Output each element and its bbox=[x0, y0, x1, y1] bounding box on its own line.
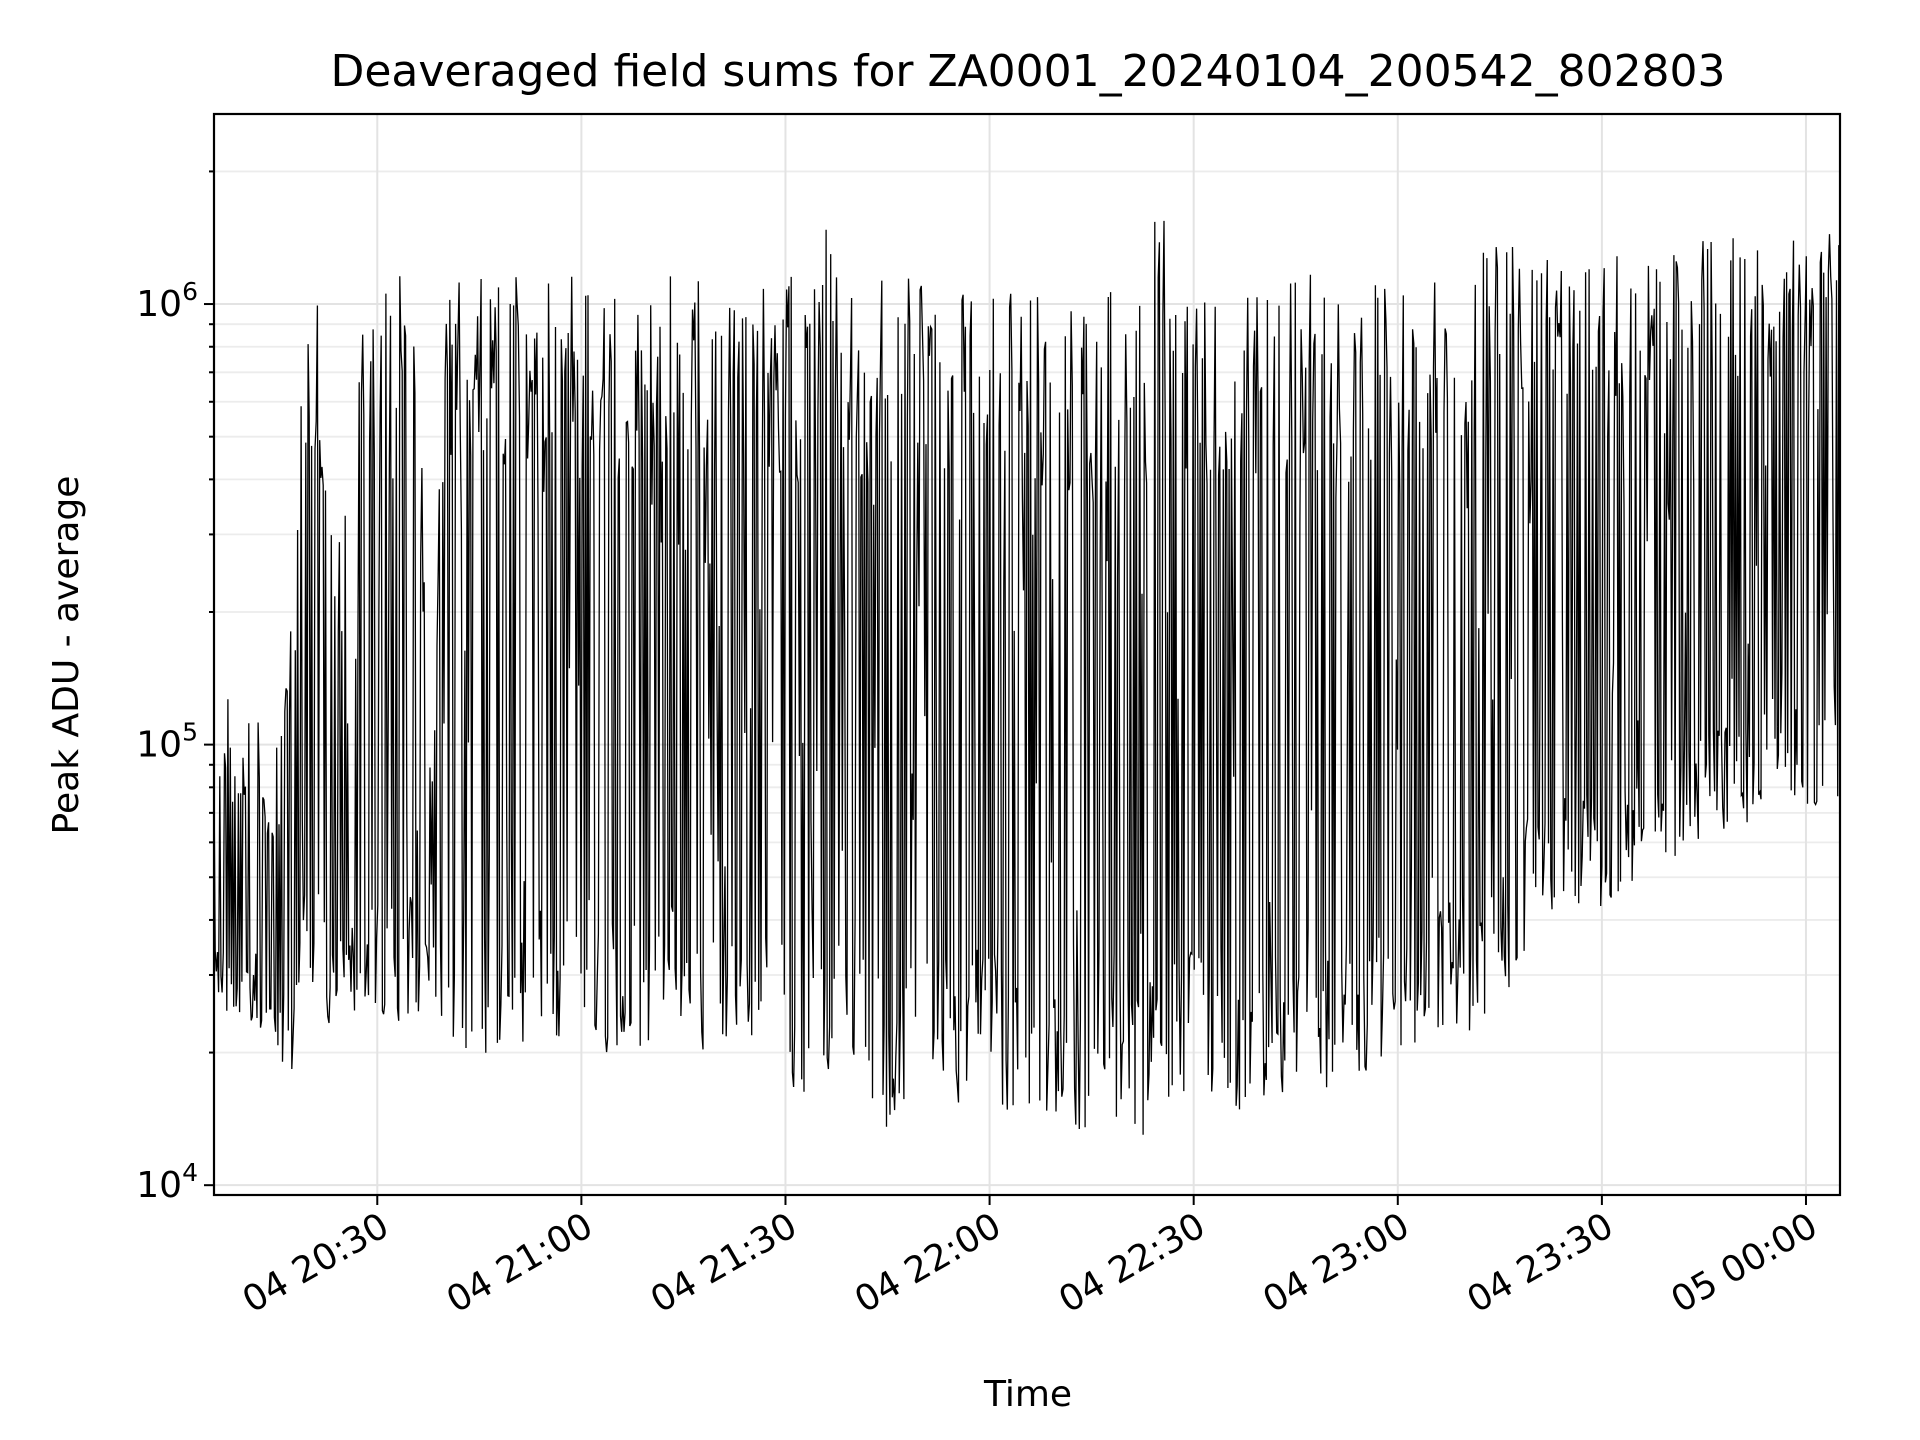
x-tick-label: 04 23:00 bbox=[1256, 1205, 1416, 1321]
x-tick-label: 04 21:00 bbox=[440, 1205, 600, 1321]
x-tick-label: 04 22:00 bbox=[848, 1205, 1008, 1321]
x-tick-label: 04 23:30 bbox=[1460, 1205, 1620, 1321]
y-axis-label: Peak ADU - average bbox=[46, 476, 87, 835]
plot-frame bbox=[212, 112, 1842, 1197]
data-series bbox=[213, 220, 1841, 1135]
y-tick-label: 104 bbox=[136, 1158, 198, 1206]
x-tick-label: 05 00:00 bbox=[1665, 1205, 1825, 1321]
chart-title: Deaveraged field sums for ZA0001_2024010… bbox=[330, 46, 1725, 97]
x-axis-label: Time bbox=[983, 1374, 1072, 1415]
x-tick-label: 04 22:30 bbox=[1052, 1205, 1212, 1321]
y-tick-label: 106 bbox=[136, 277, 198, 325]
y-tick-label: 105 bbox=[136, 718, 198, 766]
x-axis: 04 20:30 04 21:00 04 21:30 04 22:00 04 22:30… bbox=[236, 1195, 1825, 1321]
x-tick-label: 04 21:30 bbox=[644, 1205, 804, 1321]
series-line bbox=[213, 220, 1841, 1135]
y-axis: 104 105 106 bbox=[136, 170, 214, 1206]
x-tick-label: 04 20:30 bbox=[236, 1205, 396, 1321]
